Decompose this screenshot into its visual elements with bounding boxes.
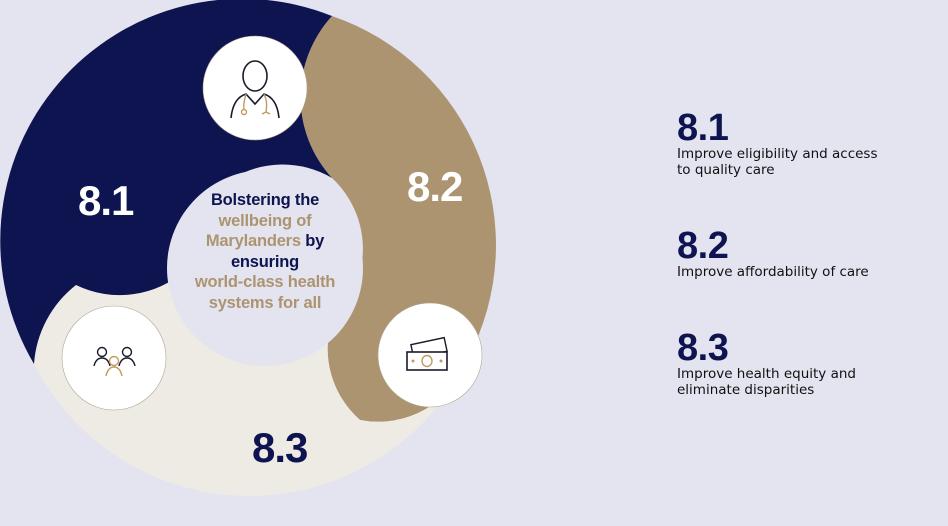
segment-label-8-3: 8.3 xyxy=(252,424,308,471)
center-line-1: Bolstering the xyxy=(210,191,320,209)
center-line-4: ensuring xyxy=(230,252,300,271)
center-line-3: Marylanders by xyxy=(176,231,354,252)
legend-item-8-3: 8.3 Improve health equity and eliminate … xyxy=(677,327,948,398)
legend-description: Improve eligibility and access to qualit… xyxy=(677,146,878,178)
center-line-2: wellbeing of xyxy=(218,211,312,230)
legend-description: Improve health equity and eliminate disp… xyxy=(677,366,856,398)
legend-description: Improve affordability of care xyxy=(677,264,869,280)
segment-label-8-1: 8.1 xyxy=(78,177,134,224)
legend-number: 8.2 xyxy=(677,225,729,267)
center-line-5: world-class health xyxy=(194,273,336,291)
money-bills-icon xyxy=(377,302,483,408)
legend-item-8-1: 8.1 Improve eligibility and access to qu… xyxy=(677,107,948,178)
doctor-stethoscope-icon xyxy=(202,35,308,141)
people-group-icon xyxy=(61,305,167,411)
legend-number: 8.3 xyxy=(677,327,729,369)
center-line-3-highlight: Marylanders xyxy=(205,232,301,250)
center-disc xyxy=(167,170,363,366)
center-statement: Bolstering the wellbeing of Marylanders … xyxy=(176,190,354,313)
legend-item-8-2: 8.2 Improve affordability of care xyxy=(677,225,948,280)
center-line-6: systems for all xyxy=(208,293,322,312)
legend-number: 8.1 xyxy=(677,107,729,149)
center-line-3-rest: by xyxy=(300,232,325,250)
segment-label-8-2: 8.2 xyxy=(407,163,463,210)
